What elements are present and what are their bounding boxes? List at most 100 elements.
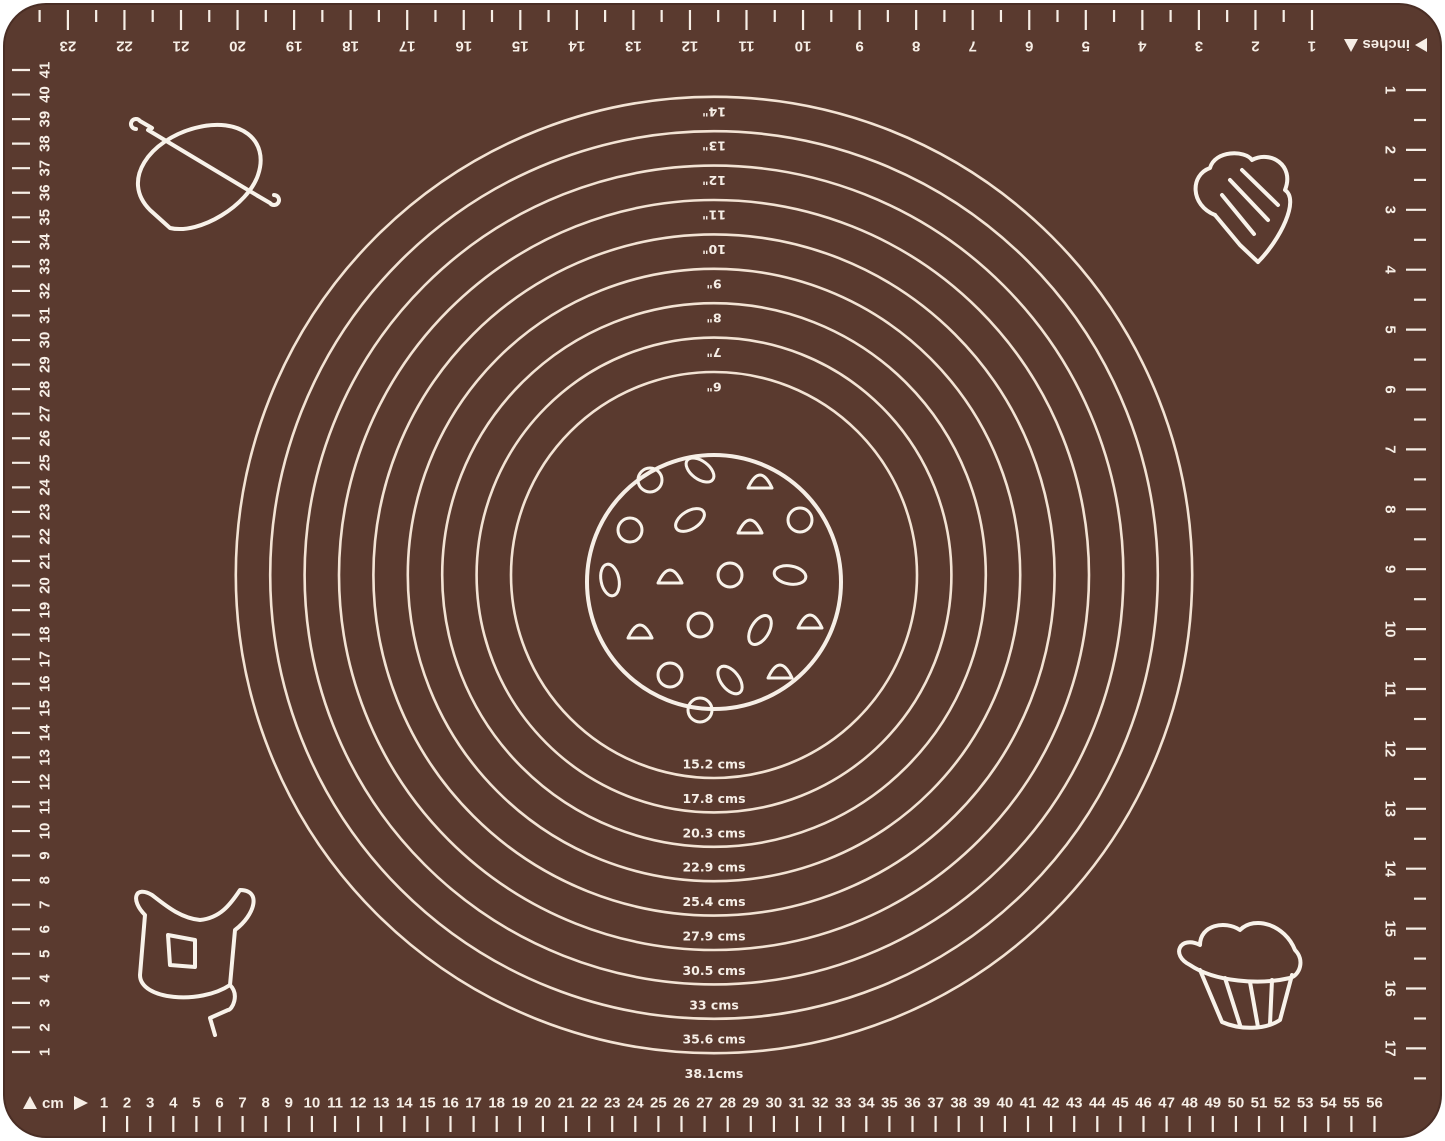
- cm-circle-label: 25.4 cms: [682, 894, 745, 909]
- triangle-icon: [23, 1096, 37, 1109]
- bottom-ruler-label: 24: [627, 1095, 644, 1112]
- cm-circle-label: 30.5 cms: [682, 963, 745, 978]
- left-ruler-label: 34: [37, 233, 54, 250]
- bottom-ruler-label: 36: [904, 1095, 921, 1112]
- food-doodle: [626, 623, 654, 640]
- food-doodle: [736, 518, 764, 535]
- left-ruler-label: 25: [37, 454, 54, 471]
- triangle-icon: [1415, 38, 1427, 52]
- food-pattern-icon: [585, 453, 843, 724]
- left-ruler-label: 9: [37, 851, 54, 859]
- left-ruler-label: 12: [37, 774, 54, 791]
- left-ruler-label: 23: [37, 504, 54, 521]
- cm-circle-label: 22.9 cms: [682, 860, 745, 875]
- cupcake-icon: [1177, 920, 1303, 1030]
- left-ruler-label: 3: [37, 999, 54, 1007]
- bottom-ruler-label: 19: [511, 1095, 528, 1112]
- left-ruler-label: 13: [37, 749, 54, 766]
- right-ruler-label: 4: [1382, 266, 1399, 275]
- bottom-ruler-label: 14: [396, 1095, 413, 1112]
- top-ruler-label: 7: [969, 38, 977, 55]
- right-ruler-label: 8: [1382, 505, 1399, 513]
- bottom-cm-ruler: 1 2 3 4 5 6 7 8 9 10 11 12 13 14 15 16 17 18 19 20 21 22 23 24 2…: [100, 1095, 1383, 1132]
- bottom-ruler-label: 33: [835, 1095, 852, 1112]
- triangle-icon: [1344, 39, 1358, 52]
- triangle-icon: [74, 1096, 88, 1110]
- inch-circle-label: 11": [702, 208, 726, 223]
- left-ruler-label: 40: [37, 86, 54, 103]
- bottom-ruler-label: 4: [169, 1095, 178, 1112]
- cm-circle-label: 20.3 cms: [682, 825, 745, 840]
- food-doodle: [747, 614, 773, 646]
- food-doodle: [716, 561, 744, 589]
- top-ruler-label: 13: [625, 38, 642, 55]
- bottom-ruler-label: 26: [673, 1095, 690, 1112]
- cm-circle-label: 17.8 cms: [682, 791, 745, 806]
- right-ruler-label: 3: [1382, 206, 1399, 214]
- top-ruler-label: 5: [1082, 38, 1090, 55]
- food-doodle: [656, 661, 684, 689]
- left-ruler-label: 31: [37, 307, 54, 324]
- left-ruler-label: 17: [37, 651, 54, 668]
- bottom-ruler-label: 56: [1366, 1095, 1383, 1112]
- top-ruler-label: 20: [229, 38, 246, 55]
- bottom-ruler-label: 50: [1228, 1095, 1245, 1112]
- left-ruler-label: 4: [37, 974, 54, 983]
- left-ruler-label: 1: [37, 1048, 54, 1056]
- bottom-ruler-label: 40: [997, 1095, 1014, 1112]
- bottom-ruler-label: 34: [858, 1095, 875, 1112]
- cm-circle-label: 15.2 cms: [682, 757, 745, 772]
- bottom-ruler-label: 11: [327, 1095, 343, 1112]
- bottom-ruler-label: 12: [350, 1095, 367, 1112]
- top-ruler-label: 22: [116, 38, 133, 55]
- food-doodle: [746, 473, 774, 490]
- cm-label: cm: [42, 1095, 64, 1112]
- left-ruler-label: 32: [37, 283, 54, 300]
- mat-background: [3, 3, 1442, 1138]
- left-ruler-label: 18: [37, 626, 54, 643]
- top-ruler-label: 2: [1251, 38, 1259, 55]
- bottom-ruler-label: 30: [766, 1095, 783, 1112]
- left-ruler-label: 10: [37, 823, 54, 840]
- top-ruler-label: 11: [739, 38, 755, 55]
- top-ruler-label: 17: [399, 38, 416, 55]
- inch-circle-label: 12": [702, 173, 726, 188]
- left-ruler-label: 29: [37, 356, 54, 373]
- bottom-ruler-label: 55: [1343, 1095, 1360, 1112]
- inch-circle-label: 13": [702, 139, 726, 154]
- left-ruler-label: 20: [37, 577, 54, 594]
- measurement-circle: [406, 267, 1022, 883]
- top-ruler-label: 8: [912, 38, 920, 55]
- measurement-circle: [475, 336, 953, 814]
- left-ruler-label: 14: [37, 724, 54, 741]
- food-doodle: [686, 696, 714, 724]
- top-ruler-label: 9: [855, 38, 863, 55]
- bottom-ruler-label: 35: [881, 1095, 898, 1112]
- bottom-ruler-label: 17: [465, 1095, 482, 1112]
- right-ruler-label: 9: [1382, 565, 1399, 573]
- bottom-ruler-label: 29: [742, 1095, 759, 1112]
- measurement-circle: [372, 233, 1056, 917]
- food-doodle: [656, 568, 684, 585]
- inch-circle-label: 8": [706, 311, 721, 326]
- right-ruler-label: 15: [1382, 920, 1399, 937]
- top-ruler-label: 3: [1195, 38, 1203, 55]
- left-ruler-label: 37: [37, 160, 54, 177]
- bottom-ruler-label: 54: [1320, 1095, 1337, 1112]
- food-doodle: [599, 562, 621, 598]
- measurement-circle: [268, 129, 1160, 1021]
- cm-circle-label: 33 cms: [689, 997, 739, 1012]
- left-ruler-label: 6: [37, 925, 54, 933]
- food-doodle: [766, 663, 794, 680]
- inch-circle-label: 9": [706, 276, 721, 291]
- bottom-ruler-label: 5: [192, 1095, 200, 1112]
- bottom-ruler-label: 38: [950, 1095, 967, 1112]
- top-ruler-label: 23: [60, 38, 77, 55]
- bottom-ruler-label: 13: [373, 1095, 390, 1112]
- bottom-ruler-label: 43: [1066, 1095, 1083, 1112]
- right-ruler-label: 17: [1382, 1040, 1399, 1057]
- cm-unit-marker: cm: [23, 1095, 88, 1112]
- left-ruler-label: 15: [37, 700, 54, 717]
